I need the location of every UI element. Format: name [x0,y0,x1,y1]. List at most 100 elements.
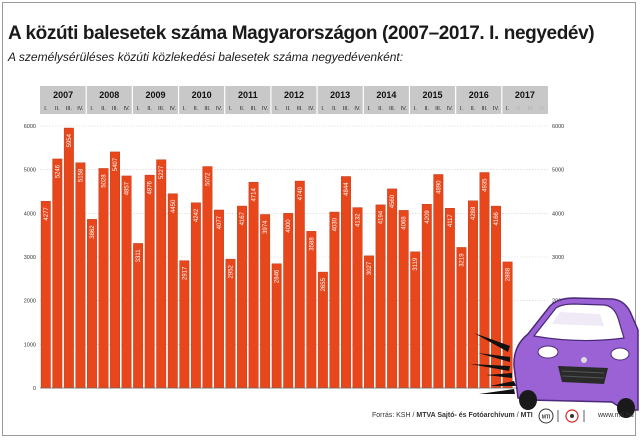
y-tick-label-left: 6000 [24,124,36,130]
bar [214,209,224,389]
bar-value-label: 4876 [148,180,154,194]
year-label: 2014 [376,90,396,100]
year-label: 2011 [238,90,258,100]
bar-value-label: 3027 [367,261,373,275]
website-link[interactable]: www.mti.hu [598,412,634,419]
bar-value-label: 5227 [159,165,165,179]
bar [75,162,86,389]
quarter-label: IV. [262,106,269,112]
quarter-label: II. [517,106,522,112]
bar [63,127,74,389]
y-tick-label-left: 3000 [24,255,36,261]
bar [110,151,120,389]
bar-value-label: 4844 [344,182,350,196]
bar-value-label: 3311 [136,249,142,263]
bar [456,247,467,389]
quarter-label: IV. [170,106,177,112]
bar-value-label: 2952 [229,264,235,278]
quarter-label: IV. [123,106,130,112]
source-note: Forrás: KSH / MTVA Sajtó- és Fotóarchívu… [372,412,533,419]
bar [375,204,386,389]
bar-value-label: 4194 [379,210,385,224]
quarter-label: III. [251,106,258,112]
quarter-label: I. [275,106,279,112]
bar-value-label: 3119 [413,257,419,271]
y-tick-label-right: 3000 [552,255,564,261]
quarter-label: III. [435,106,442,112]
bar-value-label: 5246 [55,164,61,178]
bar [387,188,398,389]
bar [294,180,305,389]
quarter-label: I. [183,106,187,112]
bar [190,202,201,389]
bar [283,213,294,389]
bar-value-label: 4560 [390,194,396,208]
quarter-label: II. [240,106,245,112]
source-label: Forrás: KSH / [372,412,415,419]
quarter-label: II. [55,106,60,112]
y-tick-label-left: 0 [33,386,36,392]
bar [468,200,478,389]
quarter-label: I. [368,106,372,112]
quarter-label: III. [528,106,535,112]
quarter-label: I. [44,106,48,112]
quarter-label: IV. [493,106,500,112]
y-tick-label-left: 1000 [24,342,36,348]
quarter-label: III. [389,106,396,112]
bar-value-label: 4740 [298,186,304,200]
bar-value-label: 5954 [67,133,73,147]
bar [260,214,271,389]
bar-value-label: 4209 [425,210,431,224]
quarter-label: III. [66,106,73,112]
bar-value-label: 4117 [448,214,454,228]
year-label: 2016 [469,90,489,100]
chart-frame [2,2,636,436]
year-label: 2010 [192,90,212,100]
quarter-label: III. [112,106,119,112]
quarter-label: IV. [216,106,223,112]
chart-title: A közúti balesetek száma Magyarországon … [8,23,595,44]
bar [398,210,409,389]
bar [167,193,178,389]
bar-value-label: 2917 [182,266,188,280]
bar [52,158,63,389]
bar-value-label: 4714 [252,188,258,202]
quarter-label: II. [332,106,337,112]
quarter-label: II. [471,106,476,112]
bar-value-label: 4132 [356,213,362,227]
quarter-label: I. [460,106,464,112]
bar-value-label: 4935 [483,178,489,192]
bar-value-label: 4890 [436,180,442,194]
bar-value-label: 4167 [240,211,246,225]
bar-value-label: 5158 [78,168,84,182]
bar-value-label: 3588 [309,237,315,251]
quarter-label: II. [194,106,199,112]
quarter-label: III. [158,106,165,112]
bar [144,174,155,389]
bar-value-label: 2846 [275,269,281,283]
svg-text:MTI: MTI [542,415,551,421]
quarter-label: II. [147,106,152,112]
bar-value-label: 5407 [113,157,119,171]
agency-name: MTVA Sajtó- és Fotóarchívum [416,412,515,419]
quarter-label: II. [286,106,291,112]
bar-value-label: 4450 [171,199,177,213]
bar-value-label: 3862 [90,225,96,239]
quarter-label: II. [378,106,383,112]
bar [156,159,167,389]
bar [433,174,444,389]
year-label: 2017 [515,90,535,100]
quarter-label: IV. [354,106,361,112]
year-label: 2012 [284,90,304,100]
bar [352,207,363,389]
bar-value-label: 3974 [263,220,269,234]
quarter-label: IV. [539,106,546,112]
bar [491,205,501,389]
bar [40,201,51,389]
quarter-label: I. [229,106,233,112]
bar [410,251,421,389]
quarter-label: II. [101,106,106,112]
bar [421,204,432,389]
bar [121,175,132,389]
